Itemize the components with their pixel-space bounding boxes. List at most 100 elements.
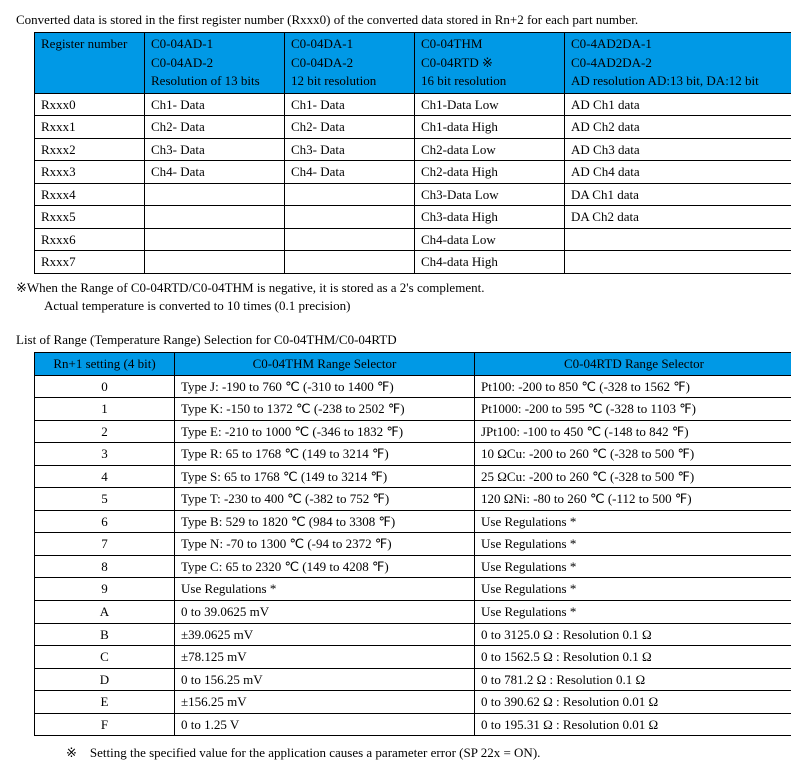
note-1: ※When the Range of C0-04RTD/C0-04THM is … xyxy=(16,280,776,296)
t1-h-col3-l3: 12 bit resolution xyxy=(291,72,408,90)
t1-h-col1: Register number xyxy=(35,33,145,94)
table-cell: Ch4-data High xyxy=(415,251,565,274)
table-row: 0Type J: -190 to 760 ℃ (-310 to 1400 ℉)P… xyxy=(35,375,791,398)
table-cell: 2 xyxy=(35,420,175,443)
table-cell: Rxxx5 xyxy=(35,206,145,229)
table-cell: Type C: 65 to 2320 ℃ (149 to 4208 ℉) xyxy=(175,555,475,578)
table-cell: AD Ch4 data xyxy=(565,161,791,184)
table-cell: 0 to 195.31 Ω : Resolution 0.01 Ω xyxy=(475,713,791,736)
table-cell: Pt100: -200 to 850 ℃ (-328 to 1562 ℉) xyxy=(475,375,791,398)
table-cell: Pt1000: -200 to 595 ℃ (-328 to 1103 ℉) xyxy=(475,398,791,421)
table-row: Rxxx6 Ch4-data Low xyxy=(35,228,791,251)
table-cell: Ch3-data High xyxy=(415,206,565,229)
table-cell: 0 xyxy=(35,375,175,398)
table-cell: 0 to 781.2 Ω : Resolution 0.1 Ω xyxy=(475,668,791,691)
table-cell: Rxxx1 xyxy=(35,116,145,139)
table1-notes: ※When the Range of C0-04RTD/C0-04THM is … xyxy=(16,280,776,314)
table-cell: Rxxx4 xyxy=(35,183,145,206)
table-row: E±156.25 mV0 to 390.62 Ω : Resolution 0.… xyxy=(35,691,791,714)
table-cell: 0 to 1.25 V xyxy=(175,713,475,736)
t1-h-col2: C0-04AD-1 C0-04AD-2 Resolution of 13 bit… xyxy=(145,33,285,94)
t1-h-col2-l2: C0-04AD-2 xyxy=(151,54,278,72)
table-cell: Ch4-data Low xyxy=(415,228,565,251)
table-row: Rxxx3Ch4- DataCh4- DataCh2-data HighAD C… xyxy=(35,161,791,184)
table-row: 8Type C: 65 to 2320 ℃ (149 to 4208 ℉)Use… xyxy=(35,555,791,578)
table-cell xyxy=(145,206,285,229)
table-cell: Type S: 65 to 1768 ℃ (149 to 3214 ℉) xyxy=(175,465,475,488)
table-row: Rxxx0Ch1- DataCh1- DataCh1-Data LowAD Ch… xyxy=(35,93,791,116)
table-row: 7Type N: -70 to 1300 ℃ (-94 to 2372 ℉)Us… xyxy=(35,533,791,556)
table-cell: Use Regulations * xyxy=(475,533,791,556)
range-table: Rn+1 setting (4 bit) C0-04THM Range Sele… xyxy=(34,352,791,736)
table-cell: Ch1-Data Low xyxy=(415,93,565,116)
table-cell: Ch1- Data xyxy=(285,93,415,116)
table-cell: 7 xyxy=(35,533,175,556)
table-cell xyxy=(145,251,285,274)
t2-h-col3: C0-04RTD Range Selector xyxy=(475,353,791,376)
table-cell: 0 to 156.25 mV xyxy=(175,668,475,691)
table-cell: Type K: -150 to 1372 ℃ (-238 to 2502 ℉) xyxy=(175,398,475,421)
table-row: C±78.125 mV0 to 1562.5 Ω : Resolution 0.… xyxy=(35,646,791,669)
table-cell: Use Regulations * xyxy=(175,578,475,601)
table-row: A0 to 39.0625 mVUse Regulations * xyxy=(35,601,791,624)
table-cell: Type N: -70 to 1300 ℃ (-94 to 2372 ℉) xyxy=(175,533,475,556)
table-cell: Ch1- Data xyxy=(145,93,285,116)
table-row: 2Type E: -210 to 1000 ℃ (-346 to 1832 ℉)… xyxy=(35,420,791,443)
t1-h-col5-l3: AD resolution AD:13 bit, DA:12 bit xyxy=(571,72,787,90)
table-row: Rxxx2Ch3- DataCh3- DataCh2-data LowAD Ch… xyxy=(35,138,791,161)
table-cell: 3 xyxy=(35,443,175,466)
table-cell: Type E: -210 to 1000 ℃ (-346 to 1832 ℉) xyxy=(175,420,475,443)
table-cell: Ch3- Data xyxy=(285,138,415,161)
table-row: 9Use Regulations *Use Regulations * xyxy=(35,578,791,601)
table-cell: F xyxy=(35,713,175,736)
table-cell: 0 to 39.0625 mV xyxy=(175,601,475,624)
table-cell: Type R: 65 to 1768 ℃ (149 to 3214 ℉) xyxy=(175,443,475,466)
table-cell: 25 ΩCu: -200 to 260 ℃ (-328 to 500 ℉) xyxy=(475,465,791,488)
table-cell xyxy=(145,183,285,206)
table-row: Rxxx1Ch2- DataCh2- DataCh1-data HighAD C… xyxy=(35,116,791,139)
table-cell: B xyxy=(35,623,175,646)
table-cell xyxy=(565,251,791,274)
footnote: ※ Setting the specified value for the ap… xyxy=(66,742,776,761)
table-cell: AD Ch2 data xyxy=(565,116,791,139)
t2-h-col1: Rn+1 setting (4 bit) xyxy=(35,353,175,376)
table-cell: Ch4- Data xyxy=(285,161,415,184)
intro-text: Converted data is stored in the first re… xyxy=(16,12,776,28)
table-row: 6Type B: 529 to 1820 ℃ (984 to 3308 ℉)Us… xyxy=(35,510,791,533)
t1-h-col4-l2: C0-04RTD ※ xyxy=(421,54,558,72)
table-cell: 4 xyxy=(35,465,175,488)
table-cell: ±39.0625 mV xyxy=(175,623,475,646)
table-cell: E xyxy=(35,691,175,714)
table-cell: Ch2-data Low xyxy=(415,138,565,161)
t1-h-col4-l1: C0-04THM xyxy=(421,35,558,53)
table-cell: Type J: -190 to 760 ℃ (-310 to 1400 ℉) xyxy=(175,375,475,398)
table-cell xyxy=(285,228,415,251)
table-cell: 1 xyxy=(35,398,175,421)
table-cell: AD Ch1 data xyxy=(565,93,791,116)
table-cell: Rxxx2 xyxy=(35,138,145,161)
table-cell: Rxxx6 xyxy=(35,228,145,251)
table-cell: Ch2- Data xyxy=(285,116,415,139)
table-cell: Ch4- Data xyxy=(145,161,285,184)
table-cell: 8 xyxy=(35,555,175,578)
register-table: Register number C0-04AD-1 C0-04AD-2 Reso… xyxy=(34,32,791,274)
table-cell: 0 to 1562.5 Ω : Resolution 0.1 Ω xyxy=(475,646,791,669)
table-cell: C xyxy=(35,646,175,669)
table-cell: DA Ch2 data xyxy=(565,206,791,229)
table-cell: Use Regulations * xyxy=(475,601,791,624)
table-row: 3Type R: 65 to 1768 ℃ (149 to 3214 ℉)10 … xyxy=(35,443,791,466)
table-cell: 120 ΩNi: -80 to 260 ℃ (-112 to 500 ℉) xyxy=(475,488,791,511)
table-cell: Ch2- Data xyxy=(145,116,285,139)
table-cell: D xyxy=(35,668,175,691)
table-cell: Use Regulations * xyxy=(475,510,791,533)
table-cell: 10 ΩCu: -200 to 260 ℃ (-328 to 500 ℉) xyxy=(475,443,791,466)
table-row: D0 to 156.25 mV0 to 781.2 Ω : Resolution… xyxy=(35,668,791,691)
table-cell: AD Ch3 data xyxy=(565,138,791,161)
table-row: 1Type K: -150 to 1372 ℃ (-238 to 2502 ℉)… xyxy=(35,398,791,421)
table-cell: 6 xyxy=(35,510,175,533)
t1-h-col5: C0-4AD2DA-1 C0-4AD2DA-2 AD resolution AD… xyxy=(565,33,791,94)
t2-h-col2: C0-04THM Range Selector xyxy=(175,353,475,376)
table-row: Rxxx5 Ch3-data HighDA Ch2 data xyxy=(35,206,791,229)
t1-h-col5-l1: C0-4AD2DA-1 xyxy=(571,35,787,53)
section-title: List of Range (Temperature Range) Select… xyxy=(16,332,776,348)
